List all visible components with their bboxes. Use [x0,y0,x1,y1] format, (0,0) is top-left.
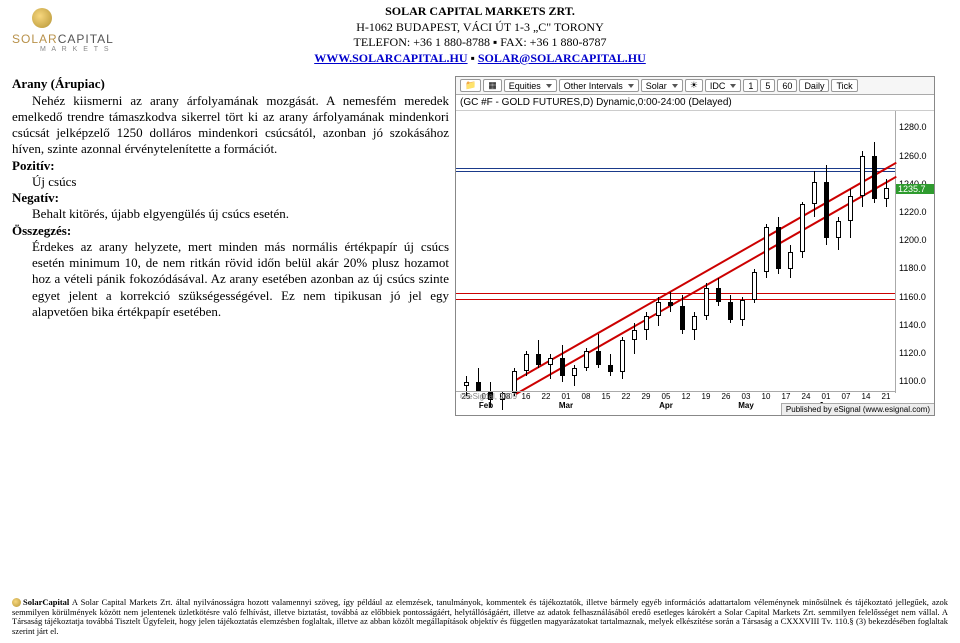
link-separator: ▪ [468,51,478,65]
chart-plot-area[interactable] [456,111,896,393]
x-axis-label: 29 [636,392,656,403]
x-axis-label: 10 [756,392,776,403]
company-name: SOLAR CAPITAL MARKETS ZRT. [0,4,960,20]
x-axis-label: 22 [536,392,556,403]
summary-text: Érdekes az arany helyzete, mert minden m… [32,239,449,320]
company-links: WWW.SOLARCAPITAL.HU ▪ SOLAR@SOLARCAPITAL… [0,51,960,67]
logo-sun-icon [32,8,52,28]
header: SOLAR CAPITAL MARKETS ZRT. H-1062 BUDAPE… [0,0,960,66]
footer-brand: SolarCapital [23,597,69,607]
logo-subtext: M A R K E T S [40,46,110,53]
x-axis-label: 16 [516,392,536,403]
x-axis-label: 05Apr [656,392,676,403]
y-axis-label: 1120.0 [899,348,926,358]
daily-button[interactable]: Daily [799,79,829,92]
website-link[interactable]: WWW.SOLARCAPITAL.HU [314,51,467,65]
x-axis-label: 03May [736,392,756,403]
chart-x-axis: 2501Feb08162201Mar0815222905Apr12192603M… [456,391,896,403]
x-axis-label: 01Mar [556,392,576,403]
summary-label: Összegzés: [12,223,449,239]
y-axis-label: 1100.0 [899,376,926,386]
chart-hline [456,168,895,169]
x-axis-label: 15 [596,392,616,403]
equities-dropdown[interactable]: Equities [504,79,557,92]
negative-label: Negatív: [12,190,449,206]
x-axis-label: 01Jun [816,392,836,403]
article-column: Arany (Árupiac) Nehéz kiismerni az arany… [0,76,455,416]
tick-button[interactable]: Tick [831,79,857,92]
x-axis-label: 24 [796,392,816,403]
x-axis-label: 22 [616,392,636,403]
x-axis-label: 21 [876,392,896,403]
logo-word-2: CAPITAL [58,32,114,46]
logo-word-1: SOLAR [12,32,58,46]
interval-5-button[interactable]: 5 [760,79,775,92]
chart-title: (GC #F - GOLD FUTURES,D) Dynamic,0:00-24… [456,95,934,111]
email-link[interactable]: SOLAR@SOLARCAPITAL.HU [478,51,646,65]
article-intro: Nehéz kiismerni az arany árfolyamának mo… [12,93,449,158]
chart-toolbar: 📁 ▦ Equities Other Intervals Solar ☀ IDC… [456,77,934,95]
intervals-dropdown[interactable]: Other Intervals [559,79,639,92]
logo-text: SOLARCAPITAL [12,32,114,46]
company-phone: TELEFON: +36 1 880-8788 ▪ FAX: +36 1 880… [0,35,960,51]
x-axis-label: 14 [856,392,876,403]
chart-panel: 📁 ▦ Equities Other Intervals Solar ☀ IDC… [455,76,935,416]
positive-label: Pozitív: [12,158,449,174]
y-axis-label: 1140.0 [899,320,926,330]
positive-text: Új csúcs [32,174,449,190]
idc-label: IDC [710,81,726,91]
article-title: Arany (Árupiac) [12,76,449,92]
x-axis-label: 26 [716,392,736,403]
interval-1-button[interactable]: 1 [743,79,758,92]
solar-dropdown[interactable]: Solar [641,79,683,92]
chart-hline [456,293,895,294]
x-axis-label: 07 [836,392,856,403]
x-axis-label: 08 [576,392,596,403]
x-axis-label: 17 [776,392,796,403]
y-axis-label: 1200.0 [899,235,927,245]
company-address: H-1062 BUDAPEST, VÁCI ÚT 1-3 „C" TORONY [0,20,960,36]
toolbar-sun-icon[interactable]: ☀ [685,79,703,92]
footer-text: A Solar Capital Markets Zrt. által nyilv… [12,597,948,636]
x-axis-label: 12 [676,392,696,403]
y-axis-label: 1220.0 [899,207,927,217]
solar-label: Solar [646,81,667,91]
y-axis-label: 1260.0 [899,151,927,161]
y-axis-label: 1180.0 [899,263,926,273]
equities-label: Equities [509,81,541,91]
footer-disclaimer: SolarCapital A Solar Capital Markets Zrt… [12,598,948,637]
x-axis-label: 19 [696,392,716,403]
chart-hline [456,171,895,172]
negative-text: Behalt kitörés, újabb elgyengülés új csú… [32,206,449,222]
last-price-tag: 1235.7 [896,184,934,194]
chart-y-axis: 1280.01260.01240.01220.01200.01180.01160… [896,113,934,395]
chart-trendline [516,162,897,381]
intervals-label: Other Intervals [564,81,623,91]
toolbar-grid-icon[interactable]: ▦ [483,79,502,92]
interval-60-button[interactable]: 60 [777,79,797,92]
y-axis-label: 1280.0 [899,122,927,132]
y-axis-label: 1160.0 [899,292,926,302]
chart-hline [456,299,895,300]
chart-copyright: © eSignal, 2009 [460,392,517,401]
chart-published: Published by eSignal (www.esignal.com) [781,403,934,415]
toolbar-open-icon[interactable]: 📁 [460,79,481,92]
idc-dropdown[interactable]: IDC [705,79,742,92]
